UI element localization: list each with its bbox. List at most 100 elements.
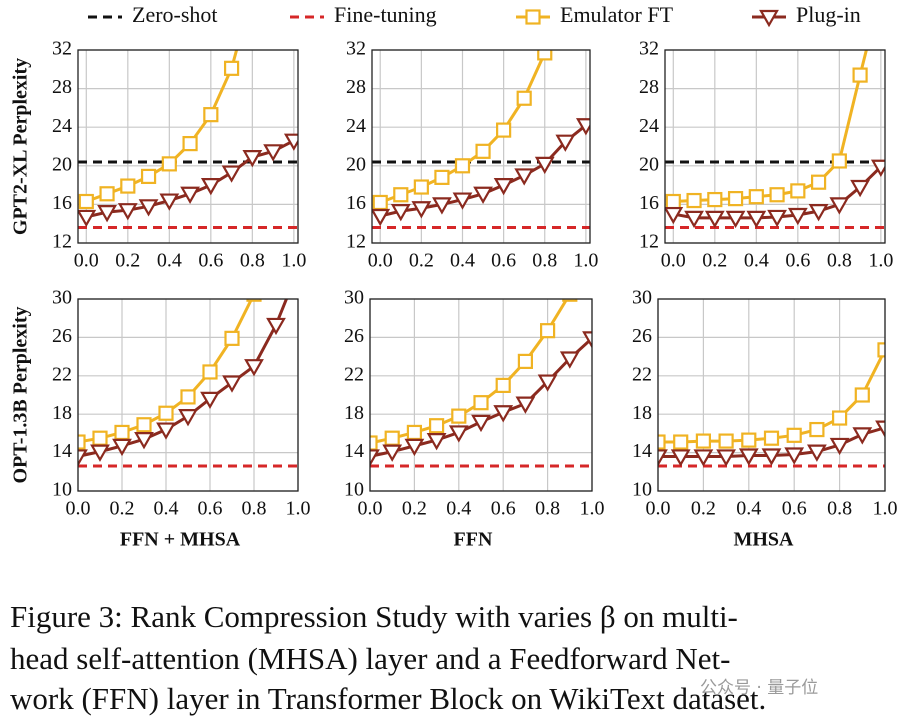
caption-line: work (FFN) layer in Transformer Block on… — [10, 681, 766, 716]
x-tick-label: 0.4 — [450, 250, 475, 272]
y-tick-label: 28 — [52, 76, 72, 98]
plot-content — [372, 50, 590, 230]
x-tick-label: 1.0 — [580, 498, 605, 520]
y-tick-label: 10 — [52, 479, 72, 501]
marker-square — [854, 387, 870, 403]
x-tick-label: 0.2 — [115, 250, 140, 272]
marker-square — [384, 430, 400, 446]
caption-line: head self-attention (MHSA) layer and a F… — [10, 641, 730, 676]
marker-triangle — [725, 210, 746, 229]
marker-square — [429, 418, 445, 434]
x-tick-label: 1.0 — [281, 250, 306, 272]
marker-square — [140, 168, 157, 185]
x-tick-label: 1.0 — [873, 498, 898, 520]
marker-square — [665, 193, 681, 210]
marker-square — [810, 174, 827, 190]
marker-triangle — [738, 448, 759, 466]
x-tick-label: 0.0 — [661, 250, 686, 272]
marker-square — [748, 189, 764, 205]
marker-triangle — [404, 438, 425, 457]
marker-triangle — [493, 405, 514, 423]
marker-triangle — [658, 449, 668, 467]
marker-square — [786, 427, 802, 443]
marker-square — [136, 417, 152, 433]
y-axis-label: OPT-1.3B Perplexity — [10, 306, 32, 483]
marker-square — [202, 364, 218, 380]
marker-triangle — [159, 193, 180, 211]
marker-square — [525, 9, 541, 25]
legend-label: Zero-shot — [132, 2, 218, 27]
marker-square — [370, 435, 378, 451]
marker-square — [454, 158, 471, 174]
y-tick-label: 14 — [344, 440, 364, 462]
marker-square — [158, 405, 174, 421]
marker-triangle — [829, 197, 850, 215]
marker-square — [809, 421, 825, 438]
marker-triangle — [426, 433, 447, 451]
y-tick-label: 18 — [632, 402, 652, 424]
y-tick-label: 22 — [344, 363, 364, 385]
marker-square — [496, 122, 512, 138]
marker-square — [434, 169, 450, 185]
marker-triangle — [850, 179, 870, 198]
plot-frame — [77, 49, 299, 244]
marker-triangle — [471, 414, 491, 433]
marker-triangle — [382, 444, 403, 462]
marker-triangle — [807, 444, 827, 462]
y-tick-label: 20 — [639, 153, 659, 175]
x-tick-label: 0.4 — [154, 498, 179, 520]
marker-square — [686, 192, 702, 209]
marker-triangle — [716, 449, 736, 467]
marker-square — [180, 389, 196, 405]
y-tick-label: 10 — [344, 479, 364, 501]
marker-triangle — [266, 317, 286, 336]
y-tick-label: 24 — [52, 115, 72, 137]
x-tick-label: 0.8 — [827, 498, 852, 520]
y-tick-label: 12 — [346, 231, 366, 253]
marker-square — [78, 193, 94, 210]
x-tick-label: 0.2 — [691, 498, 716, 520]
marker-triangle — [222, 375, 242, 393]
x-tick-label: 0.6 — [198, 250, 223, 272]
y-tick-label: 12 — [52, 231, 72, 253]
y-tick-label: 14 — [52, 440, 72, 462]
x-tick-label: 0.6 — [785, 250, 810, 272]
x-tick-label: 0.8 — [240, 250, 265, 272]
x-tick-label: 0.8 — [242, 498, 267, 520]
y-tick-label: 26 — [344, 325, 364, 347]
y-tick-label: 26 — [632, 325, 652, 347]
marker-triangle — [97, 205, 117, 223]
plot-content — [658, 342, 885, 468]
marker-triangle — [537, 374, 558, 392]
x-tick-label: 0.2 — [110, 498, 135, 520]
y-tick-label: 16 — [639, 192, 659, 214]
marker-square — [852, 67, 868, 83]
x-tick-label: 0.8 — [535, 498, 560, 520]
plot-area — [370, 299, 592, 491]
marker-triangle — [515, 396, 536, 414]
plot-content — [78, 299, 298, 468]
plot-frame — [664, 49, 886, 244]
caption-line: Figure 3: Rank Compression Study with va… — [10, 599, 738, 634]
marker-square — [727, 191, 744, 207]
y-tick-label: 12 — [639, 231, 659, 253]
y-tick-label: 32 — [639, 38, 659, 60]
marker-triangle — [784, 447, 805, 465]
x-tick-label: 0.0 — [358, 498, 383, 520]
plot-content — [665, 50, 885, 230]
y-tick-label: 16 — [52, 192, 72, 214]
legend-label: Fine-tuning — [334, 2, 437, 27]
marker-triangle — [78, 209, 97, 228]
x-axis-label: MHSA — [734, 529, 795, 551]
x-tick-label: 0.6 — [491, 498, 516, 520]
marker-triangle — [746, 210, 767, 229]
x-tick-label: 0.6 — [198, 498, 223, 520]
marker-triangle — [684, 210, 704, 229]
marker-square — [120, 178, 136, 194]
marker-triangle — [138, 199, 159, 217]
y-tick-label: 24 — [639, 115, 659, 137]
marker-triangle — [493, 178, 514, 196]
marker-square — [393, 187, 409, 203]
y-tick-label: 32 — [346, 38, 366, 60]
y-tick-label: 28 — [346, 76, 366, 98]
